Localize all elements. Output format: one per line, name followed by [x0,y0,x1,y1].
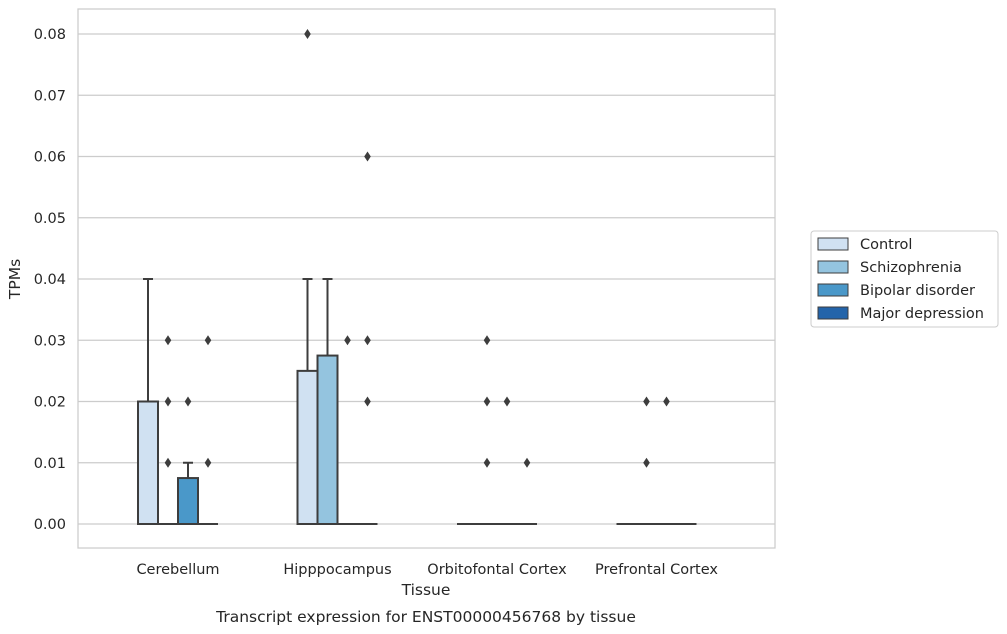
x-tick-label: Orbitofontal Cortex [427,562,567,578]
box-3-1 [636,396,657,525]
y-tick-label: 0.06 [34,150,66,166]
outlier-point [643,457,650,468]
box-1-1 [316,278,339,525]
y-tick-label: 0.04 [34,272,66,288]
outlier-point [184,396,192,407]
box-0-0 [137,278,159,525]
y-tick-label: 0.00 [34,517,66,533]
outlier-point [364,396,371,407]
y-tick-label: 0.07 [34,88,66,104]
box-1-0 [296,29,319,525]
y-tick-label: 0.08 [34,27,66,43]
x-axis-label: Tissue [401,581,451,599]
y-tick-label: 0.02 [34,395,66,411]
y-tick-labels: 0.00 0.01 0.02 0.03 0.04 0.05 0.06 0.07 0.08 [34,27,66,533]
x-tick-label: Hipppocampus [283,562,391,578]
y-tick-label: 0.01 [34,456,66,472]
outlier-point [164,457,172,468]
legend-swatch [817,283,849,297]
outlier-point [304,29,311,39]
x-tick-label: Cerebellum [136,562,219,578]
box-body [137,400,159,525]
y-tick-label: 0.05 [34,211,66,227]
box-2-2 [497,396,517,525]
legend-swatch [817,237,849,251]
box-2-1 [477,335,497,525]
box-2-3 [517,457,537,525]
legend-frame [810,230,999,328]
legend-label: Schizophrenia [860,260,962,276]
legend-swatch [817,306,849,320]
grid-lines [78,33,775,525]
x-tick-label: Prefrontal Cortex [595,562,718,578]
legend: Control Schizophrenia Bipolar disorder Majo… [810,230,999,328]
outlier-point [483,335,491,346]
outlier-point [164,396,172,407]
box-1-2 [337,335,358,525]
box-0-3 [198,335,218,525]
box-0-2 [177,396,199,525]
outlier-point [483,457,491,468]
legend-label: Major depression [860,306,984,322]
outlier-point [204,335,212,346]
legend-label: Control [860,237,912,253]
box-body [177,477,199,525]
legend-swatch [817,260,849,274]
outlier-point [643,396,650,407]
x-tick-labels: Cerebellum Hipppocampus Orbitofontal Corte… [136,562,718,578]
outlier-point [483,396,491,407]
y-axis-label: TPMs [6,259,24,300]
outlier-point [204,457,212,468]
box-1-3 [357,151,378,525]
box-body [316,354,339,525]
outlier-point [364,151,371,162]
chart-caption: Transcript expression for ENST0000045676… [215,608,636,626]
box-3-2 [656,396,677,525]
outlier-point [503,396,511,407]
legend-label: Bipolar disorder [860,283,975,299]
box-0-1 [158,335,178,525]
plot-frame [77,8,776,549]
outlier-point [523,457,531,468]
box-body [296,369,319,525]
outlier-point [364,335,371,346]
outlier-point [663,396,670,407]
outlier-point [164,335,172,346]
box-layer [137,29,697,525]
y-tick-label: 0.03 [34,333,66,349]
outlier-point [344,335,351,346]
